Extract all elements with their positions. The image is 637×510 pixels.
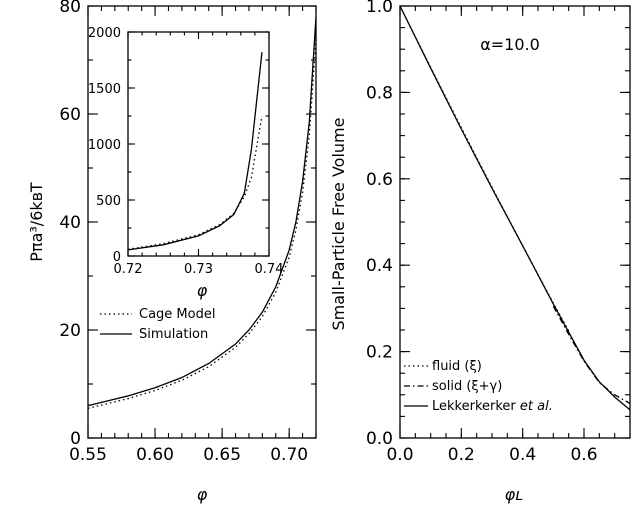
legend-label-solid: solid (ξ+γ)	[432, 379, 502, 394]
inset-ytick-label: 1500	[88, 82, 121, 97]
right-ytick-label: 0.4	[366, 256, 393, 276]
inset-ytick-label: 2000	[88, 26, 121, 41]
legend-lekkerkerker-etal: et al.	[520, 399, 553, 414]
left-ytick-label: 40	[59, 213, 81, 233]
right-ylabel-text: Small-Particle Free Volume	[329, 118, 348, 331]
left-xtick-label: 0.60	[136, 445, 174, 465]
right-ytick-label: 0.6	[366, 170, 393, 190]
legend-label-lekkerkerker: Lekkerkerker et al.	[432, 399, 553, 414]
right-ticks	[399, 5, 631, 439]
right-xtick-label: 0.2	[448, 445, 475, 465]
right-panel: 0.0 0.2 0.4 0.6 0.0 0.2 0.4 0.6 0.8 1.0 Small-Par…	[329, 0, 631, 504]
right-x-axis-label: φʟ	[505, 485, 524, 504]
left-tick-labels: 0.55 0.60 0.65 0.70 0 20 40 60 80	[59, 0, 308, 465]
left-panel: 0.55 0.60 0.65 0.70 0 20 40 60 80 Pπa³/6kʙT φ Ca…	[27, 0, 317, 504]
inset-ytick-label: 500	[96, 194, 121, 209]
right-ytick-label: 1.0	[366, 0, 393, 17]
left-xtick-label: 0.55	[69, 445, 107, 465]
right-xtick-label: 0.0	[386, 445, 413, 465]
inset-ytick-label: 0	[113, 250, 121, 265]
inset-x-axis-label: φ	[197, 281, 208, 300]
right-series-solid	[552, 305, 631, 405]
left-ytick-label: 0	[70, 429, 81, 449]
right-ytick-label: 0.8	[366, 83, 393, 103]
right-legend: fluid (ξ) solid (ξ+γ) Lekkerkerker et al…	[404, 359, 553, 414]
inset-tick-labels: 0.72 0.73 0.74 0 500 1000 1500 2000	[88, 26, 284, 277]
left-ylabel-text: Pπa³/6kʙT	[27, 182, 46, 262]
left-ytick-label: 60	[59, 105, 81, 125]
right-tick-labels: 0.0 0.2 0.4 0.6 0.0 0.2 0.4 0.6 0.8 1.0	[366, 0, 598, 465]
legend-lekkerkerker-name: Lekkerkerker	[432, 399, 520, 414]
inset-series	[127, 52, 263, 251]
right-series	[399, 5, 631, 411]
left-ytick-label: 80	[59, 0, 81, 17]
left-xtick-label: 0.70	[270, 445, 308, 465]
inset-ytick-label: 1000	[88, 138, 121, 153]
left-legend: Cage Model Simulation	[100, 307, 215, 342]
inset-series-simulation	[127, 52, 263, 251]
right-series-fluid	[399, 5, 570, 332]
right-xtick-label: 0.6	[570, 445, 597, 465]
right-series-lekkerkerker-et-al	[399, 5, 631, 411]
legend-label-fluid: fluid (ξ)	[432, 359, 482, 374]
inset-plot: 0.72 0.73 0.74 0 500 1000 1500 2000 φ	[88, 26, 284, 300]
left-series	[87, 16, 317, 409]
inset-xtick-label: 0.73	[184, 262, 213, 277]
right-ytick-label: 0.2	[366, 343, 393, 363]
alpha-annotation: α=10.0	[480, 35, 540, 54]
left-ytick-label: 20	[59, 321, 81, 341]
right-y-axis-label: Small-Particle Free Volume	[329, 118, 348, 331]
inset-ticks	[127, 31, 270, 257]
inset-xtick-label: 0.72	[114, 262, 143, 277]
legend-label-simulation: Simulation	[139, 327, 208, 342]
legend-label-cage-model: Cage Model	[139, 307, 215, 322]
inset-xtick-label: 0.74	[255, 262, 284, 277]
inset-series-cage-model	[127, 115, 263, 250]
right-xtick-label: 0.4	[509, 445, 536, 465]
left-xtick-label: 0.65	[203, 445, 241, 465]
left-ticks	[87, 5, 317, 439]
right-ytick-label: 0.0	[366, 429, 393, 449]
inset-background	[128, 32, 269, 256]
left-y-axis-label: Pπa³/6kʙT	[27, 182, 46, 262]
left-x-axis-label: φ	[197, 485, 208, 504]
left-series-simulation	[87, 16, 317, 407]
